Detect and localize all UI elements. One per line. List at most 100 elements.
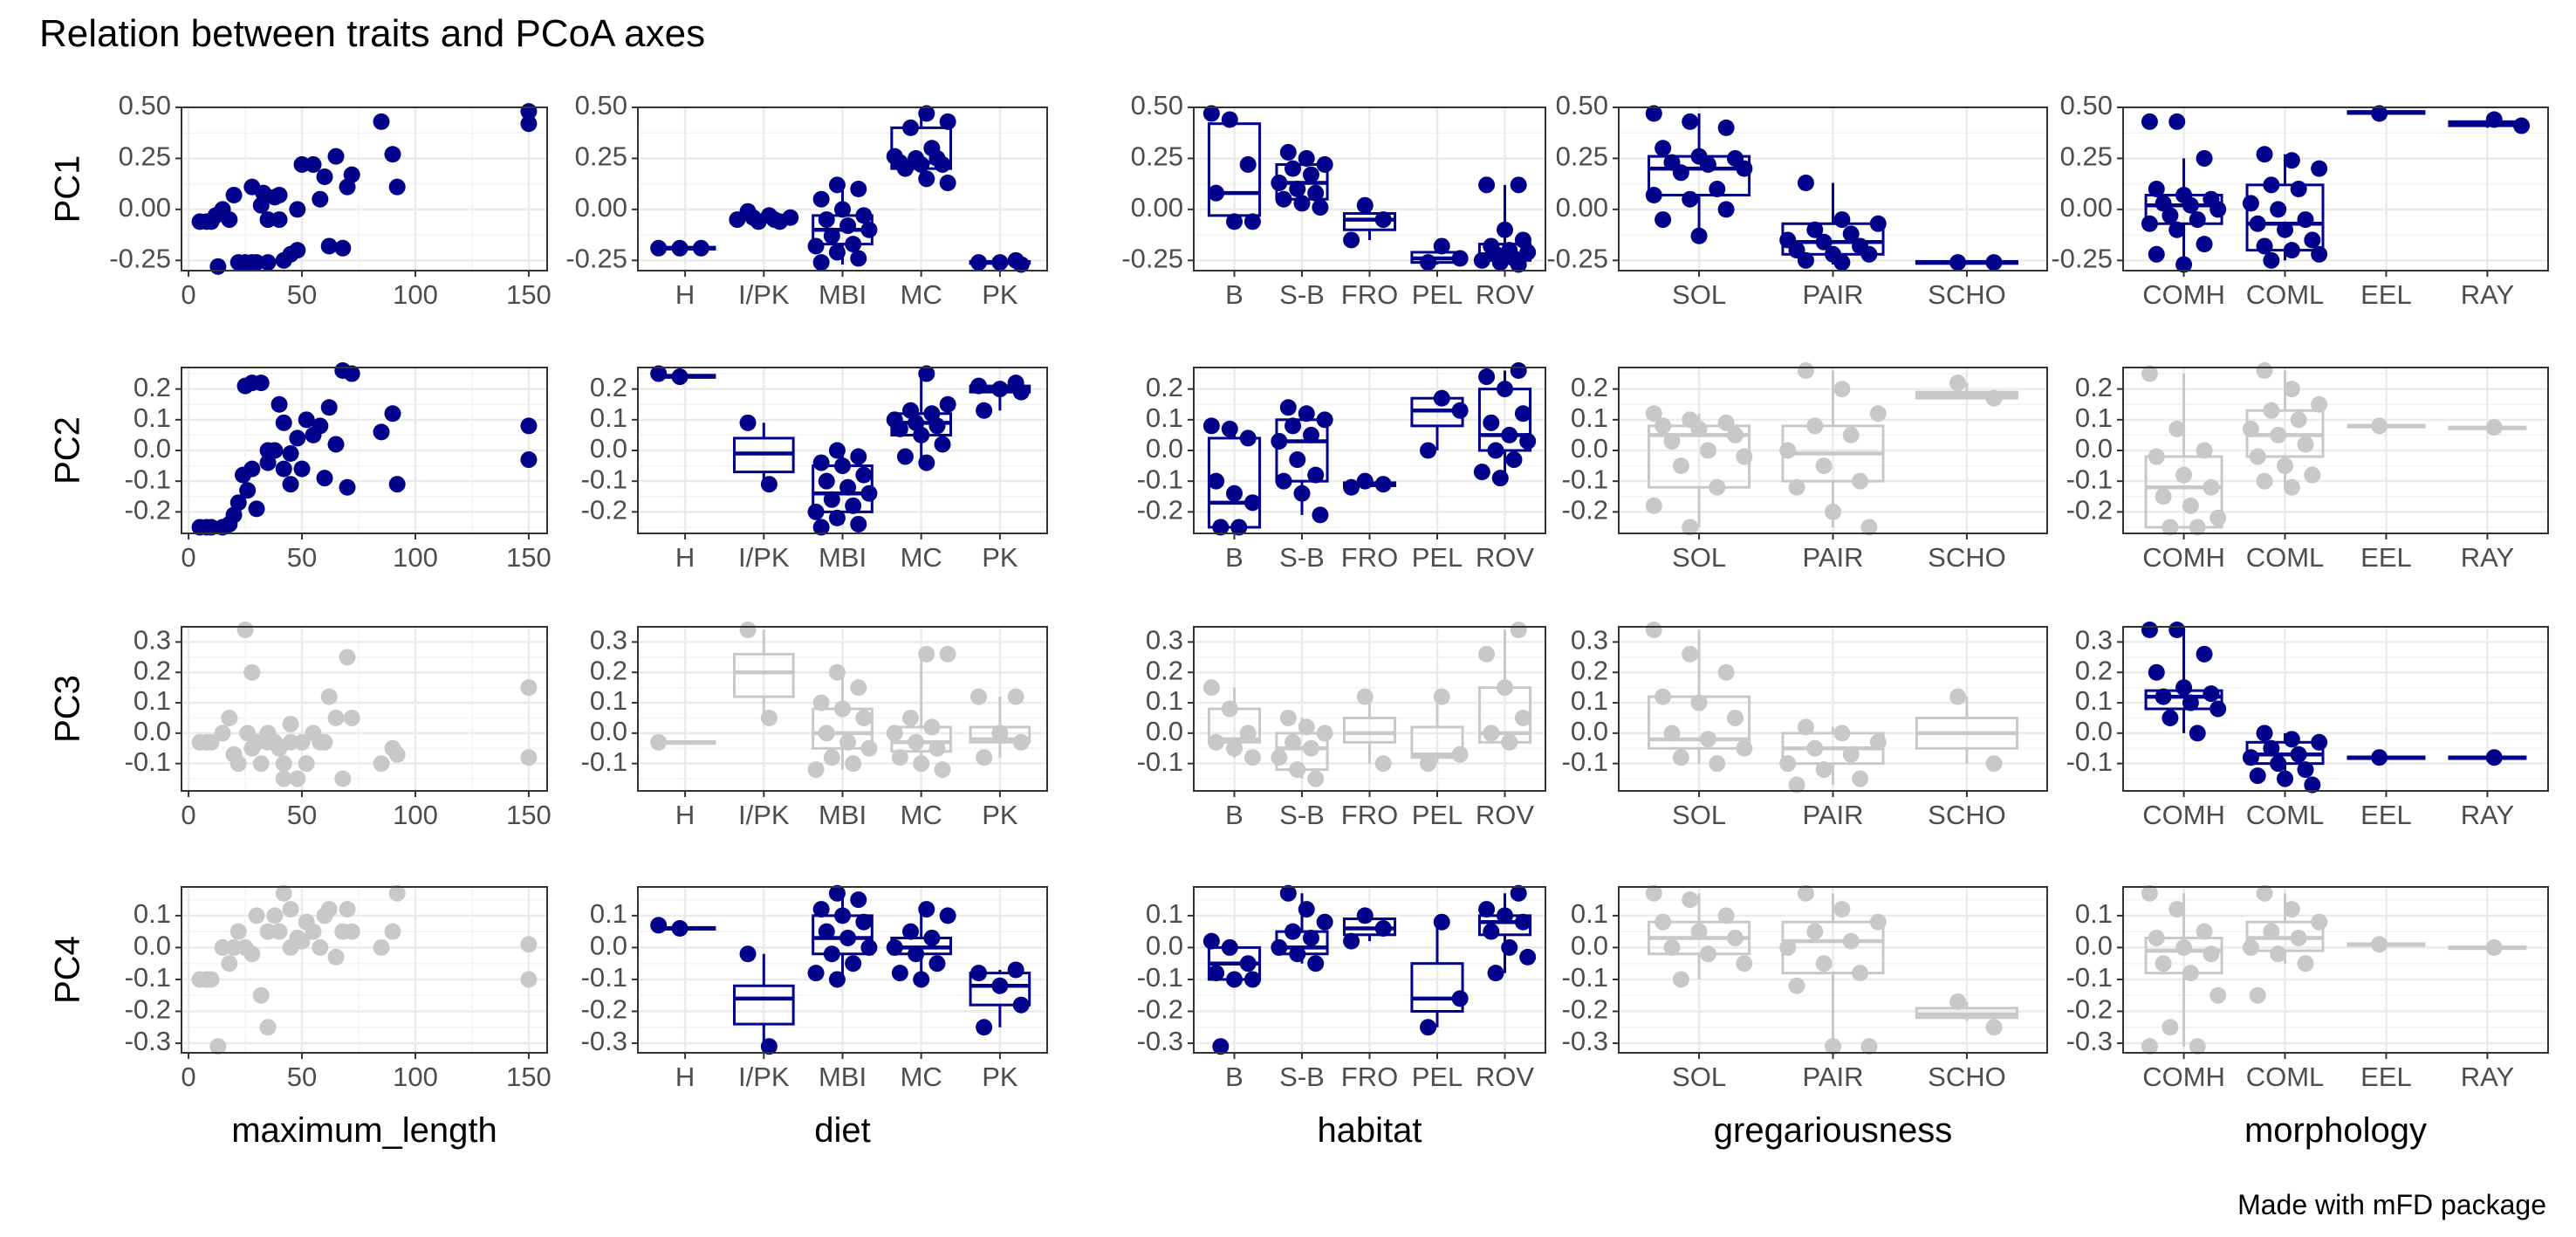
point <box>807 237 825 255</box>
boxplot-comh <box>2141 621 2227 742</box>
point <box>1226 971 1243 988</box>
point <box>1271 432 1288 450</box>
point <box>2249 767 2266 785</box>
point <box>2242 420 2259 437</box>
point <box>902 709 920 726</box>
point <box>1275 472 1292 490</box>
x-tick-label: PEL <box>1412 542 1463 573</box>
point <box>1316 155 1333 173</box>
point <box>1717 663 1735 681</box>
point <box>2283 242 2300 259</box>
point <box>2297 761 2314 779</box>
point <box>252 986 270 1004</box>
point <box>850 891 867 909</box>
point <box>2168 113 2186 130</box>
box <box>732 984 795 1026</box>
y-tick-label: 0.1 <box>134 685 171 716</box>
point <box>248 254 265 271</box>
y-tick-label: 0.1 <box>1146 685 1183 716</box>
point <box>2311 160 2328 177</box>
point <box>1307 466 1325 484</box>
boxplot-pk <box>969 961 1031 1036</box>
point <box>2304 776 2321 794</box>
point <box>2196 149 2213 167</box>
point <box>818 725 835 742</box>
y-tick-label: 0.1 <box>590 898 627 929</box>
point <box>225 938 243 956</box>
boxplot-i-pk <box>732 621 795 726</box>
y-tick-label: 0.0 <box>2075 716 2113 746</box>
x-tick-label: ROV <box>1476 1062 1535 1092</box>
point <box>312 190 329 208</box>
point <box>1736 955 1753 972</box>
point <box>934 436 951 453</box>
point <box>2182 694 2199 711</box>
point <box>918 105 935 122</box>
point <box>339 649 356 666</box>
x-tick-label: RAY <box>2461 279 2514 310</box>
panel-border <box>181 107 548 271</box>
point <box>2182 497 2199 514</box>
y-tick-label: 0.2 <box>1571 655 1608 685</box>
point <box>2148 448 2165 465</box>
point <box>1510 176 1527 194</box>
boxplot-eel <box>2346 749 2426 766</box>
point <box>739 414 757 431</box>
point <box>828 884 846 902</box>
point <box>1510 362 1527 380</box>
x-tick-label: COMH <box>2142 1062 2225 1092</box>
x-tick-label: EEL <box>2360 1062 2412 1092</box>
point <box>1717 201 1735 218</box>
point <box>2148 663 2165 681</box>
boxplot-coml <box>2242 362 2328 496</box>
point <box>1788 977 1805 994</box>
point <box>1833 211 1851 229</box>
x-tick-label: SCHO <box>1928 800 2006 830</box>
y-tick-label: -0.2 <box>1137 994 1183 1025</box>
point <box>2168 420 2186 437</box>
point <box>2155 688 2172 705</box>
point <box>1433 913 1450 931</box>
point <box>1221 420 1238 437</box>
point <box>320 901 338 918</box>
y-tick-label: 0.00 <box>1556 192 1608 223</box>
point <box>1316 725 1333 742</box>
x-tick-label: PK <box>982 1062 1018 1092</box>
x-tick-label: I/PK <box>738 800 790 830</box>
point <box>2189 519 2206 536</box>
panel-border <box>2122 886 2549 1054</box>
point <box>1420 755 1437 773</box>
point <box>1343 231 1360 249</box>
point <box>520 679 538 697</box>
point <box>1852 965 1869 982</box>
point <box>1842 746 1860 763</box>
boxplot-mbi <box>807 442 878 536</box>
boxplot-eel <box>2346 417 2426 435</box>
y-tick-label: -0.1 <box>125 962 171 993</box>
point <box>1491 254 1509 271</box>
y-tick-label: 0.1 <box>1146 898 1183 929</box>
boxplot-h <box>650 917 716 937</box>
point <box>2175 938 2193 956</box>
point <box>923 929 941 946</box>
x-tick-label: SOL <box>1672 279 1726 310</box>
point <box>1779 755 1797 773</box>
point <box>271 211 288 229</box>
point <box>1487 965 1504 982</box>
boxplot-comh <box>2141 365 2227 536</box>
y-tick-label: -0.1 <box>1137 464 1183 494</box>
point <box>1271 749 1288 766</box>
point <box>1374 476 1392 493</box>
point <box>1202 679 1220 697</box>
point <box>305 155 322 173</box>
point <box>2175 256 2193 273</box>
point <box>850 515 867 533</box>
y-tick-label: -0.25 <box>2051 244 2113 274</box>
point <box>293 733 311 751</box>
point <box>1815 955 1833 972</box>
panel-pc4-gregariousness: -0.3-0.2-0.10.00.1 SOL PAIR SCHO <box>1562 884 2048 1092</box>
point <box>373 755 390 773</box>
point <box>1243 749 1261 766</box>
y-tick-label: 0.50 <box>119 90 171 120</box>
